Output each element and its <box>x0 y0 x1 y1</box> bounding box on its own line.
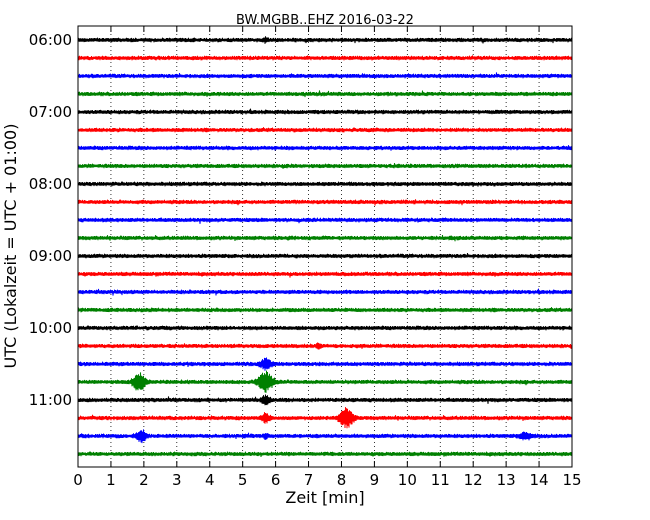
y-tick-label-0: 06:00 <box>29 31 72 49</box>
trace-11 <box>77 234 573 242</box>
x-axis: 0 1 2 3 4 5 6 7 8 9 10 11 12 13 14 15 <box>73 26 582 489</box>
trace-15 <box>77 307 573 313</box>
trace-17 <box>77 342 573 350</box>
x-axis-label: Zeit [min] <box>285 488 364 507</box>
x-tick-label-7: 7 <box>304 471 314 489</box>
trace-7 <box>77 163 573 169</box>
x-tick-label-15: 15 <box>562 471 581 489</box>
trace-10 <box>77 217 573 224</box>
plot-area <box>78 26 572 467</box>
trace-5 <box>77 127 573 133</box>
x-tick-label-14: 14 <box>530 471 549 489</box>
x-tick-label-11: 11 <box>431 471 450 489</box>
plot-frame <box>77 25 573 468</box>
x-tick-label-1: 1 <box>106 471 116 489</box>
y-tick-label-3: 09:00 <box>29 247 72 265</box>
x-tick-label-13: 13 <box>497 471 516 489</box>
trace-22 <box>77 429 573 444</box>
trace-20 <box>77 394 573 406</box>
x-tick-label-3: 3 <box>172 471 182 489</box>
trace-12 <box>77 252 573 259</box>
trace-8 <box>77 181 573 188</box>
y-tick-label-1: 07:00 <box>29 103 72 121</box>
trace-13 <box>77 271 573 278</box>
trace-2 <box>77 72 573 79</box>
y-axis: 06:00 07:00 08:00 09:00 10:00 11:00 <box>29 31 572 409</box>
y-tick-label-2: 08:00 <box>29 175 72 193</box>
trace-6 <box>77 145 573 151</box>
x-tick-label-10: 10 <box>398 471 417 489</box>
vertical-gridlines <box>110 26 540 467</box>
x-tick-label-8: 8 <box>337 471 347 489</box>
trace-21 <box>77 407 573 429</box>
trace-9 <box>77 199 573 206</box>
x-tick-label-9: 9 <box>370 471 380 489</box>
y-tick-label-4: 10:00 <box>29 319 72 337</box>
trace-4 <box>77 108 573 115</box>
x-tick-label-0: 0 <box>73 471 83 489</box>
x-tick-label-2: 2 <box>139 471 149 489</box>
trace-16 <box>77 325 573 331</box>
y-axis-label: UTC (Lokalzeit = UTC + 01:00) <box>1 124 20 369</box>
trace-0 <box>77 36 573 44</box>
x-tick-label-4: 4 <box>205 471 215 489</box>
x-tick-label-12: 12 <box>464 471 483 489</box>
trace-group <box>77 36 573 458</box>
trace-19 <box>77 370 573 393</box>
y-tick-label-5: 11:00 <box>29 391 72 409</box>
trace-1 <box>77 55 573 61</box>
trace-14 <box>77 288 573 296</box>
x-tick-label-5: 5 <box>238 471 248 489</box>
trace-18 <box>77 357 573 371</box>
x-tick-label-6: 6 <box>271 471 281 489</box>
trace-3 <box>77 90 573 98</box>
trace-23 <box>77 451 573 458</box>
chart-title: BW.MGBB..EHZ 2016-03-22 <box>236 13 414 28</box>
